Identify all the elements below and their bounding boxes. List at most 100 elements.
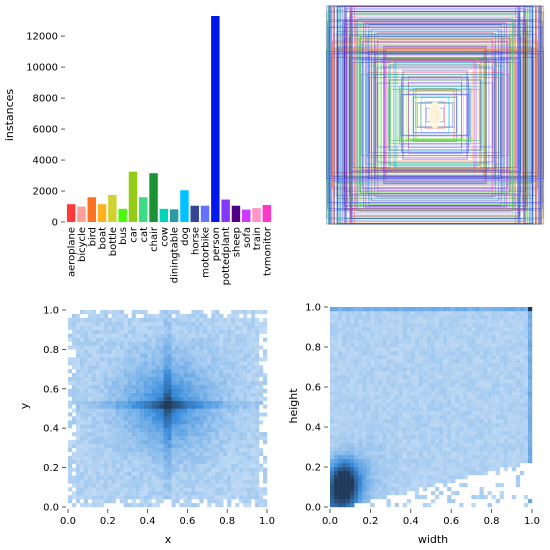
heatmap-cell [103, 459, 108, 464]
heatmap-cell [443, 403, 448, 408]
heatmap-cell [243, 420, 248, 425]
heatmap-cell [459, 403, 464, 408]
heatmap-cell [75, 451, 81, 456]
heatmap-cell [519, 343, 525, 348]
heatmap-cell [91, 310, 97, 315]
heatmap-cell [239, 428, 244, 433]
heatmap-cell [243, 380, 248, 386]
heatmap-cell [519, 399, 525, 404]
heatmap-cell [519, 415, 525, 420]
heatmap-cell [394, 427, 399, 432]
heatmap-cell [511, 319, 517, 324]
heatmap-cell [334, 331, 339, 336]
heatmap-cell [235, 349, 240, 354]
heatmap-cell [211, 459, 216, 464]
heatmap-cell [68, 479, 73, 484]
heatmap-cell [507, 319, 512, 324]
heatmap-cell [231, 325, 236, 330]
heatmap-cell [338, 339, 343, 344]
heatmap-cell [91, 392, 97, 397]
heatmap-cell [147, 471, 152, 476]
heatmap-cell [255, 459, 260, 464]
heatmap-cell [87, 420, 93, 425]
heatmap-cell [127, 491, 132, 496]
heatmap-cell [471, 327, 476, 332]
heatmap-cell [131, 471, 136, 476]
heatmap-cell [342, 455, 347, 460]
heatmap-cell [235, 369, 240, 374]
heatmap-cell [382, 335, 387, 340]
heatmap-cell [527, 383, 533, 388]
heatmap-cell [467, 351, 472, 356]
heatmap-cell [394, 399, 399, 404]
heatmap-cell [342, 463, 347, 468]
heatmap-cell [414, 483, 420, 488]
heatmap-cell [107, 447, 112, 453]
heatmap-cell [435, 475, 440, 480]
heatmap-cell [471, 315, 476, 320]
heatmap-cell [171, 463, 176, 468]
heatmap-cell [95, 447, 101, 453]
heatmap-cell [163, 384, 168, 389]
heatmap-cell [179, 463, 184, 468]
heatmap-cell [207, 317, 212, 323]
heatmap-cell [207, 357, 212, 362]
heatmap-cell [171, 369, 176, 374]
heatmap-cell [159, 329, 164, 334]
heatmap-cell [115, 388, 120, 393]
heatmap-cell [370, 315, 375, 320]
heatmap-cell [95, 361, 101, 366]
heatmap-cell [350, 343, 355, 348]
heatmap-cell [414, 339, 420, 344]
heatmap-cell [119, 310, 124, 315]
heatmap-cell [131, 325, 136, 330]
heatmap-cell [402, 431, 407, 436]
heatmap-cell [175, 380, 180, 386]
heatmap-cell [211, 376, 216, 382]
heatmap-cell [103, 495, 108, 500]
heatmap-cell [410, 431, 416, 436]
y-tick-label: 0.4 [43, 424, 59, 435]
heatmap-cell [219, 369, 224, 374]
heatmap-cell [370, 307, 375, 312]
heatmap-cell [171, 353, 176, 358]
heatmap-cell [426, 463, 432, 468]
heatmap-cell [139, 499, 144, 504]
heatmap-cell [231, 361, 236, 366]
heatmap-cell [187, 432, 192, 437]
heatmap-cell [199, 380, 204, 386]
heatmap-cell [354, 343, 359, 348]
heatmap-cell [406, 443, 411, 448]
heatmap-cell [483, 371, 488, 376]
heatmap-cell [219, 436, 224, 441]
heatmap-cell [179, 447, 184, 453]
heatmap-cell [330, 371, 335, 376]
heatmap-cell [123, 380, 128, 386]
heatmap-cell [495, 351, 500, 356]
heatmap-cell [163, 396, 168, 401]
heatmap-cell [350, 347, 355, 352]
heatmap-cell [431, 355, 436, 360]
heatmap-cell [511, 351, 517, 356]
heatmap-cell [378, 307, 383, 312]
heatmap-cell [483, 331, 488, 336]
heatmap-cell [366, 427, 371, 432]
bar-y-tick-label: 6000 [33, 125, 58, 136]
heatmap-cell [111, 428, 116, 433]
heatmap-cell [370, 403, 375, 408]
heatmap-cell [378, 419, 383, 424]
heatmap-cell [374, 367, 379, 372]
heatmap-cell [523, 319, 529, 324]
heatmap-cell [503, 431, 508, 436]
heatmap-cell [471, 463, 476, 468]
heatmap-cell [235, 400, 240, 405]
heatmap-cell [179, 400, 184, 405]
heatmap-cell [151, 373, 156, 378]
heatmap-cell [247, 432, 252, 437]
heatmap-cell [147, 329, 152, 334]
heatmap-cell [507, 359, 512, 364]
heatmap-cell [435, 411, 440, 416]
heatmap-cell [402, 419, 407, 424]
heatmap-cell [435, 383, 440, 388]
heatmap-cell [119, 451, 124, 456]
